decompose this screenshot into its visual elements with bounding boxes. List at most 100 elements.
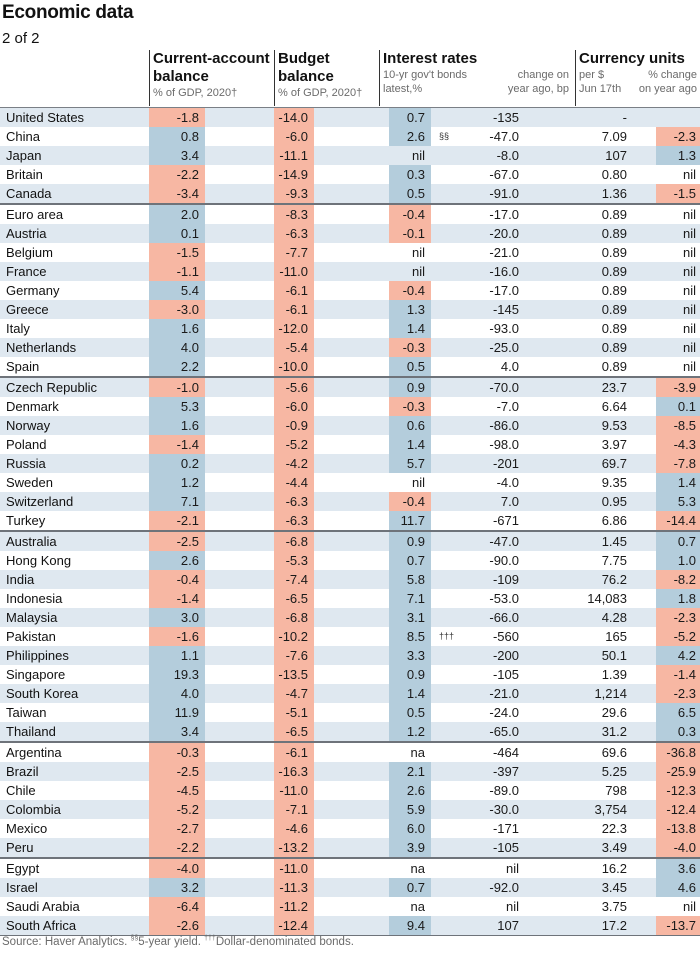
yield-change-value: -397 — [439, 762, 535, 781]
yield-change-value: -464 — [439, 741, 535, 762]
currency-change-value: -12.3 — [656, 781, 700, 800]
bond-yield-value: 7.1 — [389, 589, 431, 608]
budget-balance-value: -4.4 — [274, 473, 314, 492]
country-name: China — [6, 129, 40, 144]
currency-change-cell: -8.5 — [635, 416, 700, 435]
budget-balance-value: -11.0 — [274, 859, 314, 878]
yield-change-value: -65.0 — [439, 722, 535, 742]
country-name: Spain — [6, 359, 40, 374]
currency-change-value: -8.5 — [656, 416, 700, 435]
budget-balance-cell: -7.1 — [274, 800, 379, 819]
current-account-value: -6.4 — [149, 897, 205, 916]
currency-change-value: -14.4 — [656, 511, 700, 530]
budget-balance-value: -6.1 — [274, 743, 314, 762]
table-row: Chile -4.5 -11.0 2.6 -89.0 798 -12.3 — [0, 781, 700, 800]
yield-change-value: -70.0 — [439, 376, 535, 397]
current-account-value: 5.4 — [149, 281, 205, 300]
yield-change-value: -91.0 — [439, 184, 535, 204]
current-account-cell: -1.4 — [149, 589, 274, 608]
bond-yield-cell: na — [379, 741, 439, 762]
table-row: South Korea 4.0 -4.7 1.4 -21.0 1,214 -2.3 — [0, 684, 700, 703]
table-row: Australia -2.5 -6.8 0.9 -47.0 1.45 0.7 — [0, 530, 700, 551]
current-account-cell: 0.8 — [149, 127, 274, 146]
country-name: Britain — [6, 167, 43, 182]
currency-change-value: -5.2 — [656, 627, 700, 646]
yield-change-value: -92.0 — [439, 878, 535, 897]
currency-change-value: nil — [682, 340, 696, 355]
table-row: Greece -3.0 -6.1 1.3 -145 0.89 nil — [0, 300, 700, 319]
country-name: Poland — [6, 437, 47, 452]
budget-balance-cell: -6.0 — [274, 397, 379, 416]
currency-change-value: -2.3 — [656, 127, 700, 146]
bond-yield-value: 5.8 — [389, 570, 431, 589]
bond-yield-value: 5.7 — [389, 454, 431, 473]
currency-change-value: -13.7 — [656, 916, 700, 935]
bond-yield-value: -0.3 — [389, 338, 431, 357]
bond-yield-cell: 0.3 — [379, 165, 439, 184]
bond-yield-cell: 2.6 — [379, 781, 439, 800]
bond-yield-cell: 0.7 — [379, 878, 439, 897]
budget-balance-cell: -0.9 — [274, 416, 379, 435]
bond-yield-cell: 2.6 §§ — [379, 127, 449, 146]
currency-per-dollar-value: 31.2 — [535, 722, 635, 742]
country-name: Russia — [0, 454, 149, 473]
budget-balance-value: -7.4 — [274, 570, 314, 589]
currency-change-value: -7.8 — [656, 454, 700, 473]
currency-change-cell: -1.4 — [635, 665, 700, 684]
budget-balance-cell: -7.7 — [274, 243, 379, 262]
current-account-cell: 1.6 — [149, 319, 274, 338]
budget-balance-cell: -4.7 — [274, 684, 379, 703]
country-name: Sweden — [6, 475, 53, 490]
currency-change-cell: nil — [635, 243, 700, 262]
currency-change-cell: -2.3 — [635, 127, 700, 146]
table-row: United States -1.8 -14.0 0.7 -135- — [0, 108, 700, 127]
budget-balance-value: -6.3 — [274, 511, 314, 530]
current-account-value: 1.6 — [149, 319, 205, 338]
table-row: Taiwan 11.9 -5.1 0.5 -24.0 29.6 6.5 — [0, 703, 700, 722]
bond-yield-cell: 1.2 — [379, 722, 439, 742]
yield-change-value: -17.0 — [489, 283, 519, 298]
current-account-cell: -3.4 — [149, 184, 274, 204]
country-name: Turkey — [6, 513, 46, 528]
bond-yield-value: 2.6 — [389, 781, 431, 800]
table-row: France -1.1 -11.0 nil -16.0 0.89 nil — [0, 262, 700, 281]
budget-balance-cell: -10.2 — [274, 627, 379, 646]
currency-change-value: nil — [682, 167, 696, 182]
current-account-value: 5.3 — [149, 397, 205, 416]
table-row: Egypt -4.0 -11.0 na nil 16.2 3.6 — [0, 857, 700, 878]
currency-per-dollar-value: 1.36 — [535, 184, 635, 204]
budget-balance-value: -14.0 — [274, 108, 314, 127]
table-row: Germany 5.4 -6.1 -0.4 -17.0 0.89 nil — [0, 281, 700, 300]
bond-yield-cell: 1.4 — [379, 435, 439, 454]
current-account-value: -3.4 — [149, 184, 205, 203]
current-account-value: 3.4 — [149, 722, 205, 741]
yield-change-value: -135 — [439, 108, 535, 127]
budget-balance-cell: -5.2 — [274, 435, 379, 454]
country-name: Denmark — [6, 399, 59, 414]
country-name: Philippines — [0, 646, 149, 665]
currency-change-cell: -13.8 — [635, 819, 700, 838]
table-row: Spain 2.2 -10.0 0.5 4.0 0.89 nil — [0, 357, 700, 377]
budget-balance-cell: -11.1 — [274, 146, 379, 165]
country-name: Australia — [0, 530, 149, 551]
current-account-cell: 11.9 — [149, 703, 274, 722]
current-account-value: -2.5 — [149, 532, 205, 551]
current-account-value: -1.6 — [149, 627, 205, 646]
current-account-value: -4.5 — [149, 781, 205, 800]
bond-yield-value: 1.4 — [389, 435, 431, 454]
currency-change-value: 1.4 — [656, 473, 700, 492]
bond-yield-value: na — [410, 899, 425, 914]
footnote-mark: ††† — [439, 631, 455, 641]
current-account-value: -4.0 — [149, 859, 205, 878]
table-row: Malaysia 3.0 -6.8 3.1 -66.0 4.28 -2.3 — [0, 608, 700, 627]
budget-balance-value: -12.0 — [274, 319, 314, 338]
budget-balance-value: -6.3 — [274, 224, 314, 243]
budget-balance-cell: -5.1 — [274, 703, 379, 722]
current-account-cell: 19.3 — [149, 665, 274, 684]
current-account-value: 0.8 — [149, 127, 205, 146]
bond-yield-cell: 0.9 — [379, 530, 439, 551]
currency-change-cell: nil — [635, 224, 700, 243]
currency-change-cell: -1.5 — [635, 184, 700, 204]
budget-balance-value: -6.1 — [274, 281, 314, 300]
budget-balance-cell: -11.0 — [274, 857, 379, 878]
